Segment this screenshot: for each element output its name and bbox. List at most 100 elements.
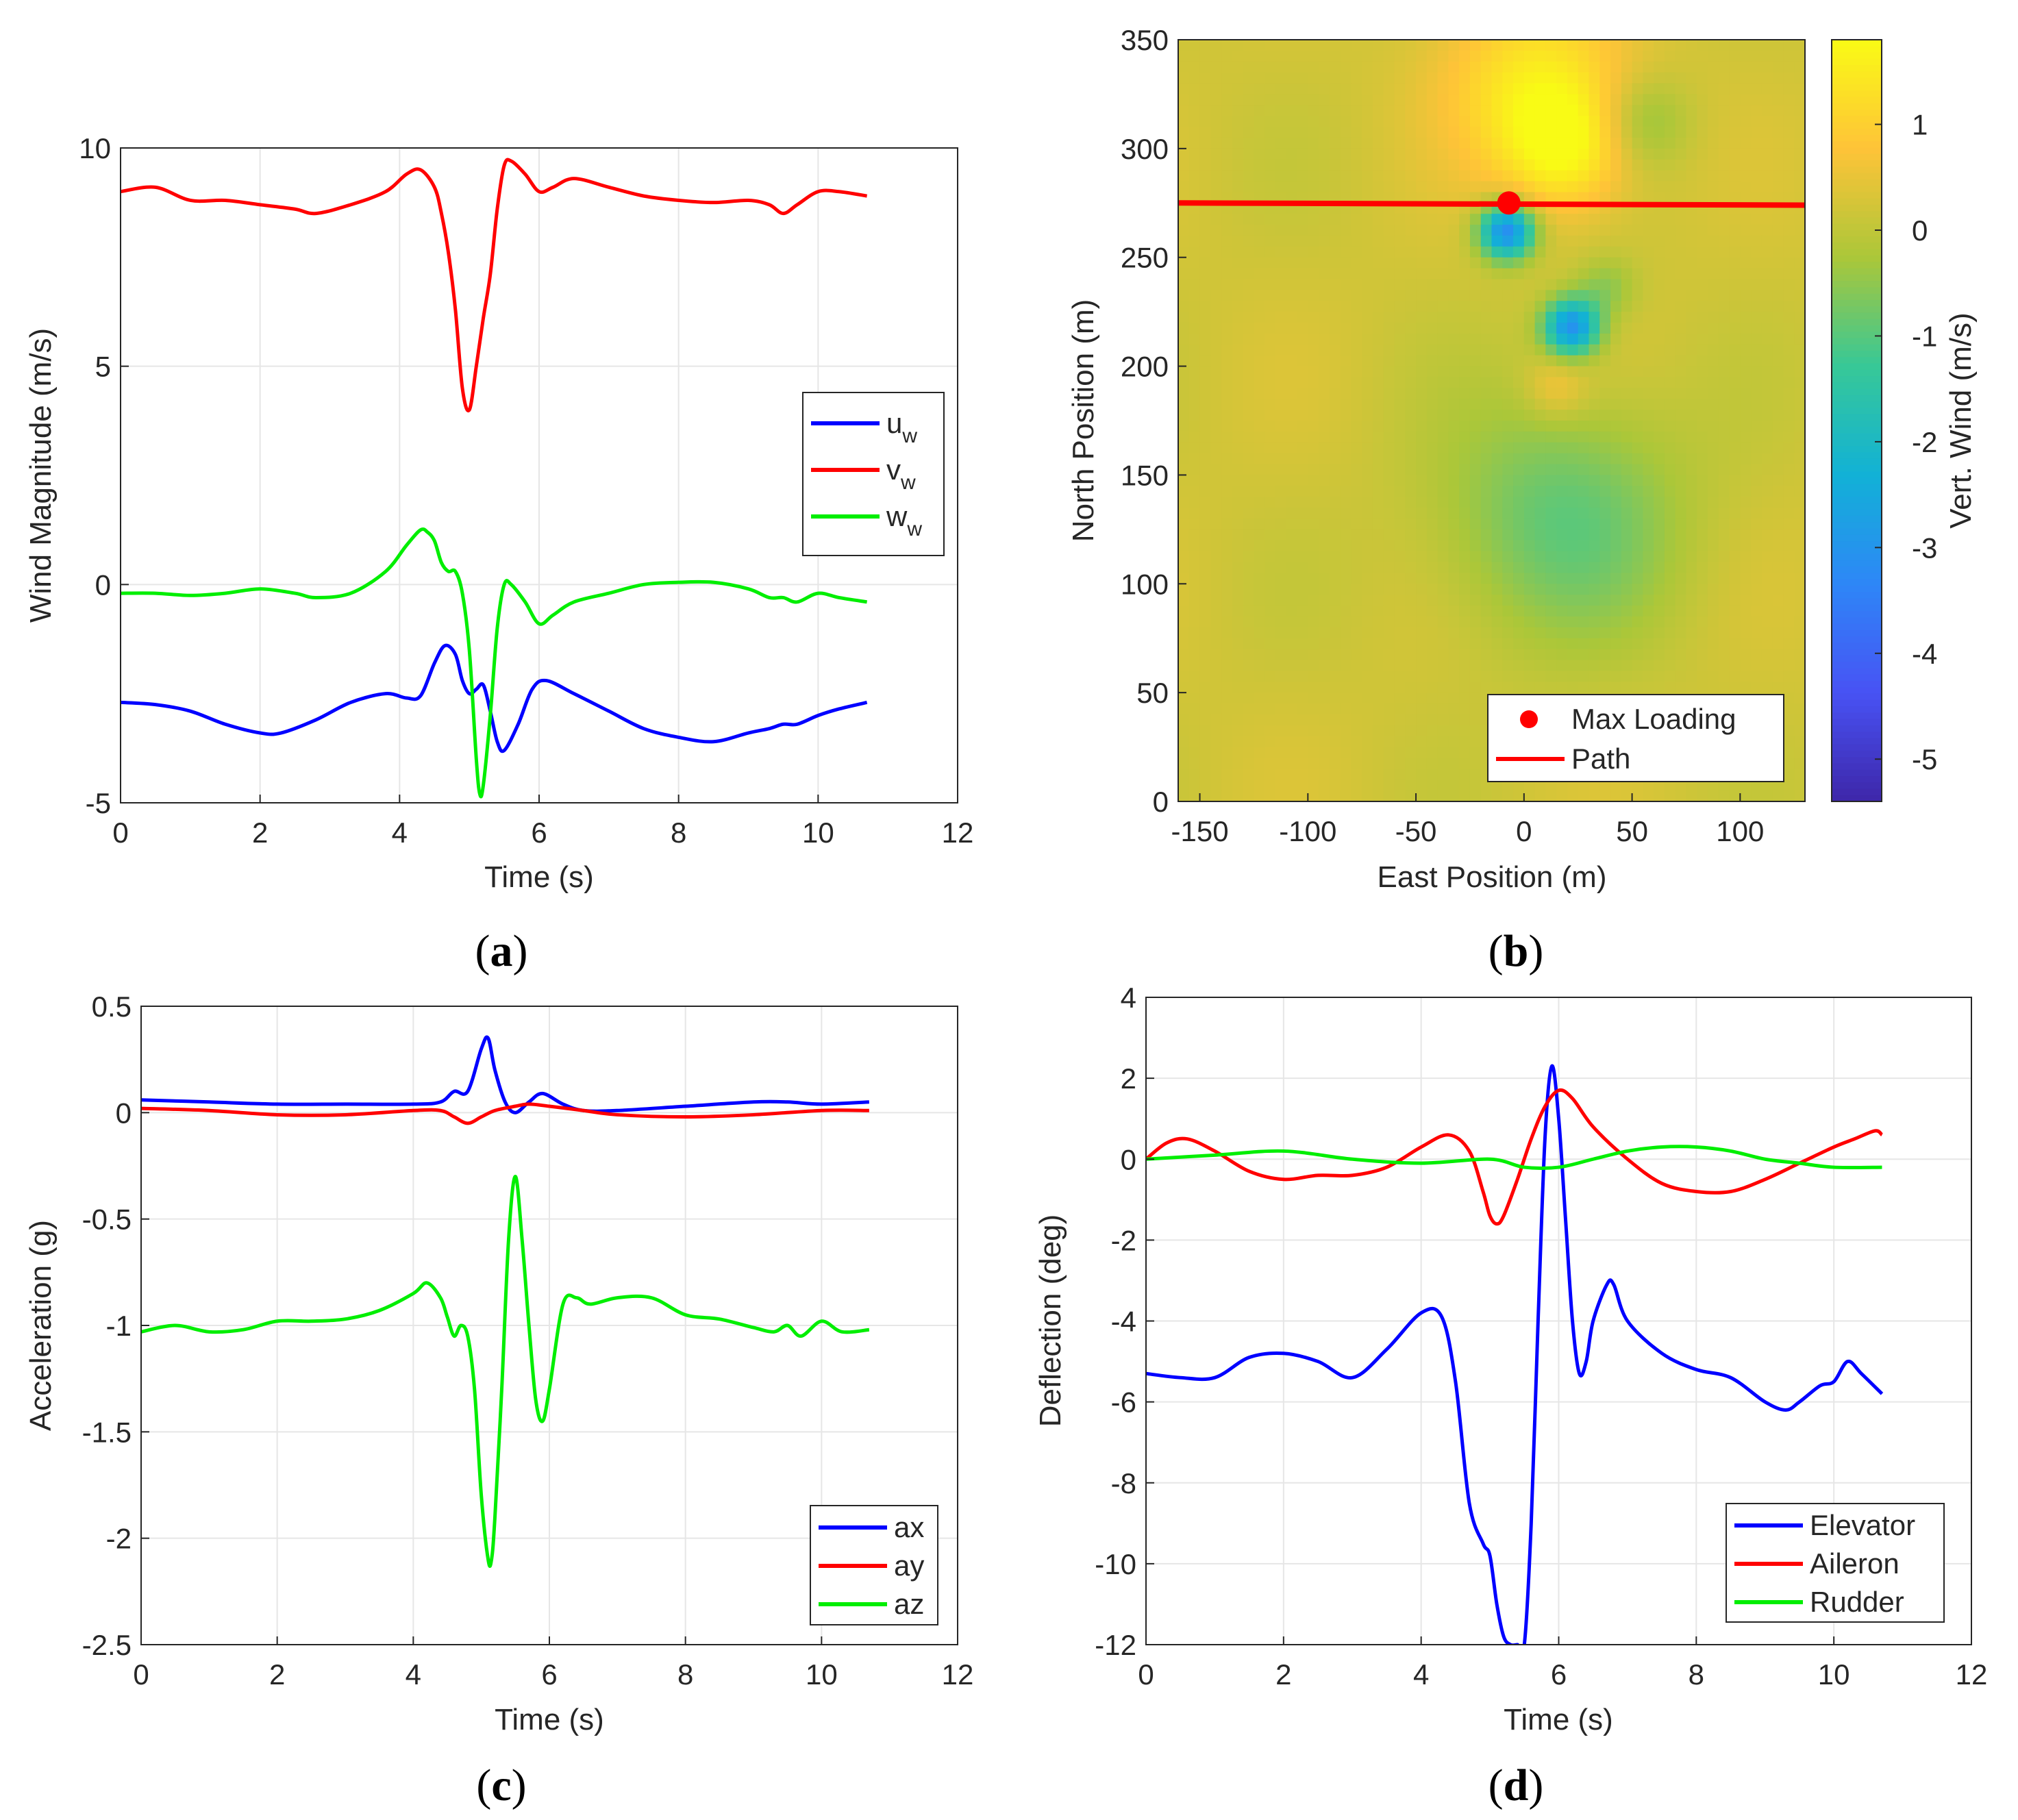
heatmap-cell	[1513, 421, 1525, 432]
heatmap-cell	[1210, 94, 1223, 106]
heatmap-cell	[1783, 235, 1795, 247]
heatmap-cell	[1394, 246, 1406, 258]
heatmap-cell	[1221, 366, 1233, 378]
heatmap-cell	[1599, 486, 1612, 498]
heatmap-cell	[1232, 214, 1244, 226]
heatmap-cell	[1643, 595, 1655, 607]
heatmap-cell	[1513, 377, 1525, 389]
heatmap-cell	[1351, 94, 1363, 106]
heatmap-cell	[1502, 290, 1515, 302]
heatmap-cell	[1621, 192, 1633, 204]
heatmap-cell	[1199, 758, 1212, 770]
heatmap-cell	[1556, 159, 1568, 171]
heatmap-cell	[1308, 747, 1320, 759]
heatmap-cell	[1437, 246, 1449, 258]
heatmap-cell	[1632, 649, 1644, 661]
heatmap-cell	[1772, 105, 1784, 117]
heatmap-cell	[1534, 551, 1547, 563]
heatmap-cell	[1534, 518, 1547, 530]
heatmap-cell	[1437, 50, 1449, 62]
heatmap-cell	[1761, 344, 1773, 356]
heatmap-cell	[1340, 421, 1352, 432]
heatmap-cell	[1362, 355, 1373, 367]
heatmap-cell	[1394, 159, 1406, 171]
heatmap-cell	[1199, 410, 1212, 421]
heatmap-cell	[1643, 225, 1655, 236]
heatmap-cell	[1675, 573, 1687, 585]
heatmap-cell	[1513, 508, 1525, 519]
heatmap-cell	[1372, 595, 1384, 607]
heatmap-cell	[1437, 486, 1449, 498]
heatmap-cell	[1523, 94, 1536, 106]
heatmap-cell	[1556, 148, 1568, 160]
caption-b: (b)	[1488, 926, 1544, 976]
heatmap-cell	[1221, 649, 1233, 661]
heatmap-cell	[1275, 159, 1287, 171]
heatmap-cell	[1708, 170, 1719, 182]
heatmap-cell	[1751, 551, 1762, 563]
heatmap-cell	[1416, 508, 1428, 519]
heatmap-cell	[1675, 682, 1687, 694]
heatmap-cell	[1178, 159, 1190, 171]
heatmap-cell	[1589, 301, 1601, 313]
heatmap-cell	[1221, 257, 1233, 269]
heatmap-cell	[1718, 148, 1730, 160]
heatmap-cell	[1297, 268, 1309, 280]
heatmap-cell	[1729, 475, 1741, 487]
heatmap-cell	[1351, 192, 1363, 204]
heatmap-cell	[1199, 551, 1212, 563]
heatmap-cell	[1654, 508, 1665, 519]
heatmap-cell	[1761, 616, 1773, 628]
heatmap-cell	[1772, 333, 1784, 345]
heatmap-cell	[1275, 540, 1287, 552]
heatmap-cell	[1275, 127, 1287, 138]
heatmap-cell	[1275, 453, 1287, 465]
heatmap-cell	[1232, 790, 1244, 801]
heatmap-cell	[1772, 323, 1784, 334]
heatmap-cell	[1686, 366, 1698, 378]
heatmap-cell	[1708, 595, 1719, 607]
heatmap-cell	[1232, 453, 1244, 465]
heatmap-cell	[1502, 518, 1515, 530]
heatmap-cell	[1297, 790, 1309, 801]
heatmap-cell	[1199, 203, 1212, 215]
grid	[121, 148, 958, 803]
heatmap-cell	[1718, 464, 1730, 476]
heatmap-cell	[1319, 736, 1330, 748]
heatmap-cell	[1643, 257, 1655, 269]
heatmap-cell	[1426, 758, 1438, 770]
heatmap-cell	[1621, 268, 1633, 280]
heatmap-cell	[1308, 105, 1320, 117]
heatmap-cell	[1469, 682, 1482, 694]
colorbar-cell	[1832, 351, 1882, 358]
heatmap-cell	[1405, 595, 1417, 607]
heatmap-cell	[1437, 682, 1449, 694]
heatmap-cell	[1329, 159, 1341, 171]
heatmap-cell	[1610, 246, 1622, 258]
colorbar-cell	[1832, 649, 1882, 656]
heatmap-cell	[1405, 72, 1417, 84]
heatmap-cell	[1697, 627, 1709, 639]
heatmap-cell	[1275, 616, 1287, 628]
heatmap-cell	[1351, 137, 1363, 149]
colorbar-cell	[1832, 141, 1882, 149]
heatmap-cell	[1254, 584, 1266, 596]
heatmap-cell	[1286, 355, 1298, 367]
heatmap-cell	[1232, 486, 1244, 498]
heatmap-cell	[1188, 61, 1201, 73]
heatmap-cell	[1534, 148, 1547, 160]
heatmap-cell	[1308, 540, 1320, 552]
heatmap-cell	[1686, 181, 1698, 193]
heatmap-cell	[1718, 181, 1730, 193]
heatmap-cell	[1188, 72, 1201, 84]
heatmap-cell	[1210, 562, 1223, 574]
heatmap-cell	[1437, 497, 1449, 509]
heatmap-cell	[1254, 170, 1266, 182]
heatmap-cell	[1783, 377, 1795, 389]
series-group	[1178, 191, 1805, 215]
heatmap-cell	[1275, 714, 1287, 726]
heatmap-cell	[1513, 475, 1525, 487]
heatmap-cell	[1232, 573, 1244, 585]
heatmap-cell	[1686, 312, 1698, 324]
heatmap-cell	[1772, 192, 1784, 204]
